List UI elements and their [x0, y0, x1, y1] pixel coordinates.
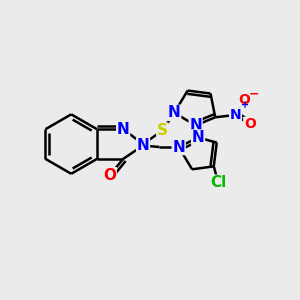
Text: N: N	[137, 138, 149, 153]
Text: N: N	[168, 105, 181, 120]
Text: S: S	[157, 123, 168, 138]
Text: N: N	[189, 118, 202, 133]
Text: O: O	[103, 168, 116, 183]
Text: O: O	[238, 93, 250, 107]
Text: O: O	[244, 117, 256, 131]
Text: N: N	[230, 108, 241, 122]
Text: N: N	[117, 122, 130, 137]
Text: −: −	[249, 88, 260, 101]
Text: +: +	[241, 100, 249, 110]
Text: Cl: Cl	[210, 175, 226, 190]
Text: N: N	[172, 140, 185, 154]
Text: N: N	[192, 130, 204, 145]
